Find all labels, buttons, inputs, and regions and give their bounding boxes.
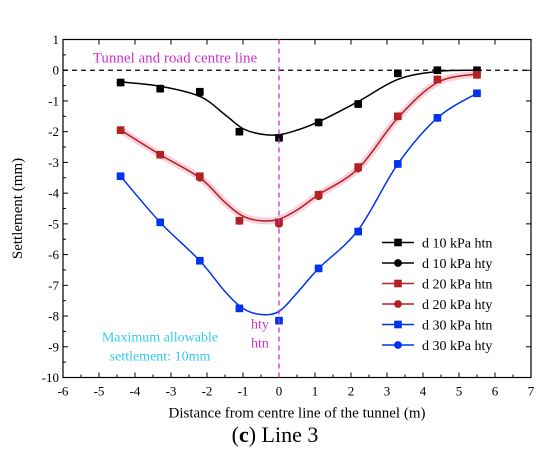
y-tick-label: -9 xyxy=(48,339,59,354)
y-tick-label: -1 xyxy=(48,93,59,108)
y-tick-label: 0 xyxy=(53,63,60,78)
htn-label: htn xyxy=(251,337,269,352)
y-tick-label: -7 xyxy=(48,278,59,293)
y-tick-label: -2 xyxy=(48,124,59,139)
legend-label-3: d 20 kPa htn xyxy=(422,278,492,293)
caption-letter: c xyxy=(238,422,249,447)
marker-circle-s4 xyxy=(354,164,363,173)
x-axis-label: Distance from centre line of the tunnel … xyxy=(169,406,426,422)
marker-circle-s4 xyxy=(314,192,323,201)
marker-circle-s6 xyxy=(433,113,442,122)
x-tick-label: -4 xyxy=(130,384,141,399)
legend: d 10 kPa htn d 10 kPa hty d 20 kPa htn d 20… xyxy=(382,237,492,354)
y-tick-label: -10 xyxy=(42,370,59,385)
x-tick-label: -2 xyxy=(202,384,213,399)
marker-circle-s6 xyxy=(314,264,323,273)
x-tick-label: -3 xyxy=(166,384,177,399)
legend-marker-circle-2 xyxy=(394,259,402,267)
x-tick-label: 3 xyxy=(384,384,391,399)
marker-circle-s4 xyxy=(156,150,165,159)
marker-circle-s6 xyxy=(156,218,165,227)
y-tick-label: -4 xyxy=(48,186,59,201)
marker-circle-s4 xyxy=(116,126,125,135)
marker-circle-s6 xyxy=(354,227,363,236)
marker-circle-s6 xyxy=(195,256,204,265)
marker-circle-s2 xyxy=(393,69,402,78)
legend-marker-circle-6 xyxy=(394,341,402,349)
legend-label-5: d 30 kPa htn xyxy=(422,319,492,334)
hty-label: hty xyxy=(251,318,269,333)
annotation-layer: Tunnel and road centre line hty htn Maximum… xyxy=(63,39,531,378)
marker-circle-s2 xyxy=(195,89,204,98)
marker-circle-s2 xyxy=(235,127,244,136)
marker-circle-s2 xyxy=(433,66,442,75)
y-tick-label: 1 xyxy=(53,32,60,47)
x-tick-label: 7 xyxy=(528,384,535,399)
x-tick-label: 4 xyxy=(420,384,427,399)
x-tick-label: -1 xyxy=(238,384,249,399)
x-tick-label: 1 xyxy=(312,384,319,399)
y-tick-label: -3 xyxy=(48,155,59,170)
x-tick-label: -5 xyxy=(94,384,105,399)
marker-circle-s6 xyxy=(393,160,402,168)
legend-marker-square-5 xyxy=(394,320,402,329)
y-tick-label: -6 xyxy=(48,247,59,262)
marker-circle-s2 xyxy=(314,118,323,127)
legend-label-4: d 20 kPa hty xyxy=(422,298,492,313)
allowable-label-line1: Maximum allowable xyxy=(102,331,218,346)
fit-highlight xyxy=(117,70,481,225)
marker-circle-s6 xyxy=(235,304,244,313)
marker-circle-s6 xyxy=(473,89,481,98)
figure-caption: (c) Line 3 xyxy=(231,422,319,447)
legend-label-1: d 10 kPa htn xyxy=(422,237,492,252)
marker-circle-s2 xyxy=(156,84,165,93)
x-tick-label: 0 xyxy=(276,384,283,399)
legend-marker-square-3 xyxy=(394,279,402,288)
fit-highlight-layer xyxy=(117,70,481,225)
legend-marker-circle-4 xyxy=(394,300,402,308)
y-axis-label: Settlement (mm) xyxy=(10,158,26,259)
legend-marker-square-1 xyxy=(394,238,402,247)
axes: -6 -5 -4 -3 -2 -1 0 1 2 3 4 5 6 7-10-9-8-7-6-5-4-3-2-… xyxy=(10,32,535,422)
marker-circle-s2 xyxy=(354,100,363,108)
marker-circle-s2 xyxy=(116,78,125,87)
fit-curve-1 xyxy=(120,69,478,136)
marker-circle-s4 xyxy=(235,216,244,225)
marker-circle-s6 xyxy=(116,172,125,181)
y-tick-label: -8 xyxy=(48,309,59,324)
marker-circle-s4 xyxy=(195,173,204,182)
x-tick-label: -6 xyxy=(58,384,69,399)
legend-label-2: d 10 kPa hty xyxy=(422,257,492,272)
y-tick-label: -5 xyxy=(48,216,59,231)
marker-circle-s4 xyxy=(473,70,481,79)
centre-line-label: Tunnel and road centre line xyxy=(93,51,258,67)
marker-circle-s4 xyxy=(433,75,442,84)
x-tick-label: 5 xyxy=(456,384,463,399)
legend-label-6: d 30 kPa hty xyxy=(422,339,492,354)
marker-circle-s2 xyxy=(275,133,283,142)
x-tick-label: 2 xyxy=(348,384,355,399)
x-tick-label: 6 xyxy=(492,384,499,399)
caption-text: Line 3 xyxy=(256,422,319,447)
marker-circle-s4 xyxy=(393,112,402,121)
allowable-label-line2: settlement: 10mm xyxy=(110,350,211,365)
